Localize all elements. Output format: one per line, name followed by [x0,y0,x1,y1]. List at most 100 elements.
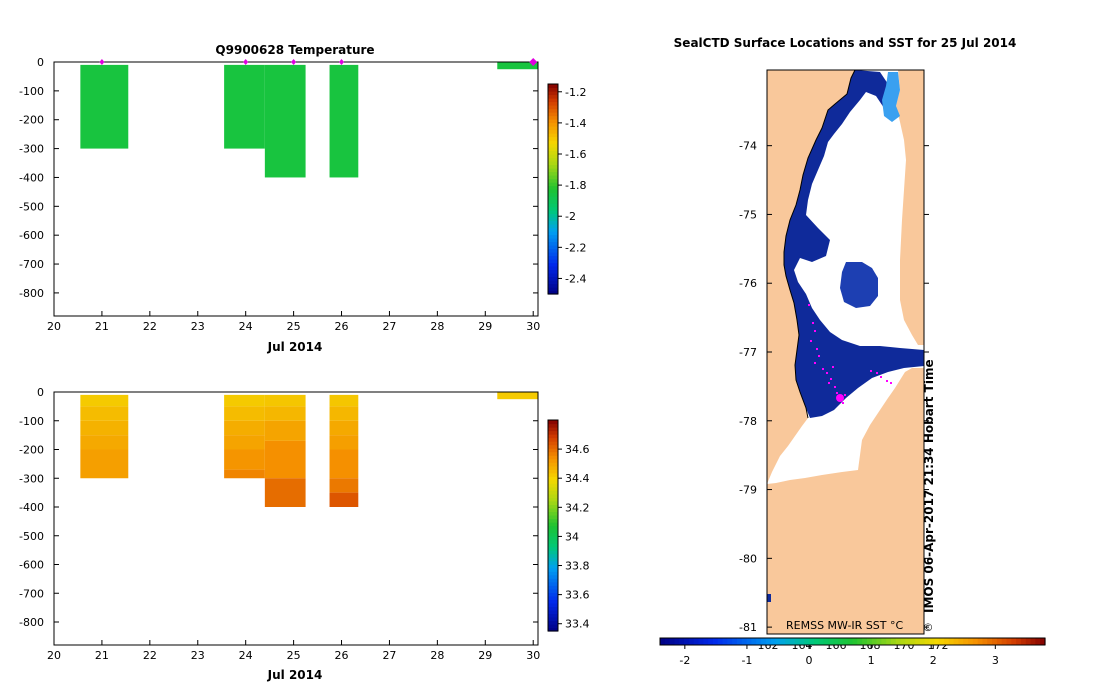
sst-colorbar-segment [741,638,748,645]
y-tick-label: 0 [37,386,44,399]
profile-3-cell-0 [329,64,359,178]
colorbar-segment [548,423,558,428]
colorbar-segment [548,490,558,495]
colorbar-segment [548,220,558,225]
colorbar-segment [548,595,558,600]
seal-location-dot [810,340,812,342]
colorbar-segment [548,143,558,148]
colorbar-segment [548,627,558,632]
profile-3-cell-5 [329,478,359,493]
sst-colorbar-segment [770,638,777,645]
profile-2-cell-2 [264,420,306,441]
sst-colorbar-segment [929,638,935,645]
profile-1-cell-3 [224,435,265,450]
land-east-strip [896,70,924,345]
profile-4-cell-0 [497,392,538,400]
seal-location-dot [816,348,818,350]
seal-location-dot [876,372,878,374]
sst-colorbar-segment [968,638,974,645]
colorbar-segment [548,280,558,285]
colorbar-segment [548,536,558,541]
profile-3-cell-6 [329,492,359,507]
x-tick-label: 25 [287,649,301,662]
colorbar-segment [548,620,558,625]
colorbar-segment [548,437,558,442]
colorbar-segment [548,550,558,555]
profile-0-cell-0 [80,394,129,407]
sst-colorbar-segment [982,638,988,645]
x-tick-label: 27 [382,320,396,333]
sst-colorbar-segment [669,638,676,645]
colorbar-segment [548,178,558,183]
colorbar-segment [548,283,558,288]
lat-tick-label: -76 [739,277,757,290]
sst-colorbar-segment [915,638,921,645]
sst-colorbar-segment [842,638,849,645]
lat-tick-label: -74 [739,140,757,153]
colorbar-segment [548,500,558,505]
sst-colorbar-segment [1040,638,1046,645]
colorbar-segment [548,203,558,208]
colorbar-segment [548,532,558,537]
sst-colorbar-segment [737,638,743,645]
colorbar-segment [548,245,558,250]
colorbar-segment [548,248,558,253]
y-tick-label: -700 [19,587,44,600]
colorbar-segment [548,525,558,530]
x-tick-label: 24 [239,649,253,662]
sst-colorbar-tick-label: 0 [806,654,813,667]
x-tick-label: 25 [287,320,301,333]
x-tick-label: 29 [478,320,492,333]
colorbar-segment [548,486,558,491]
sst-colorbar-segment [891,638,897,645]
x-tick-label: 26 [335,649,349,662]
x-tick-label: 21 [95,320,109,333]
colorbar-segment [548,192,558,197]
colorbar-segment [548,455,558,460]
coastline [783,69,856,419]
sst-colorbar-segment [1020,638,1027,645]
colorbar-segment [548,171,558,176]
colorbar-segment [548,98,558,103]
sst-colorbar-tick-label: 2 [930,654,937,667]
y-tick-label: -800 [19,287,44,300]
y-tick-label: -200 [19,114,44,127]
imos-timestamp-label: IMOS 06-Apr-2017 21:34 Hobart Time [922,359,936,613]
colorbar-segment [548,493,558,498]
sst-colorbar-segment [919,638,926,645]
lat-tick-label: -78 [739,415,757,428]
sst-colorbar-segment [847,638,854,645]
sst-colorbar-segment [881,638,887,645]
profile-1-cell-0 [224,64,265,149]
colorbar-segment [548,189,558,194]
colorbar-segment [548,469,558,474]
colorbar-segment [548,168,558,173]
sst-colorbar-segment [871,638,878,645]
sst-colorbar-segment [833,638,839,645]
sst-colorbar-segment [1006,638,1012,645]
colorbar-segment [548,140,558,145]
sst-colorbar-segment [1001,638,1008,645]
colorbar-segment [548,497,558,502]
lat-tick-label: -77 [739,346,757,359]
colorbar-segment [548,182,558,187]
second-section-cells [80,392,538,507]
sst-colorbar-segment [828,638,834,645]
colorbar-segment [548,105,558,110]
colorbar-segment [548,84,558,89]
colorbar-segment [548,434,558,439]
lat-tick-label: -79 [739,484,757,497]
colorbar-segment [548,560,558,565]
colorbar-tick-label: -1.8 [565,179,586,192]
colorbar-segment [548,94,558,99]
sst-colorbar-segment [958,638,964,645]
profile-0-cell-1 [80,406,129,421]
y-tick-label: -300 [19,472,44,485]
sst-colorbar-segment [876,638,882,645]
colorbar-segment [548,606,558,611]
sst-colorbar-segment [684,638,690,645]
sst-colorbar-segment [1011,638,1017,645]
colorbar-segment [548,164,558,169]
sst-polynya-patch [840,262,878,308]
colorbar-segment [548,514,558,520]
